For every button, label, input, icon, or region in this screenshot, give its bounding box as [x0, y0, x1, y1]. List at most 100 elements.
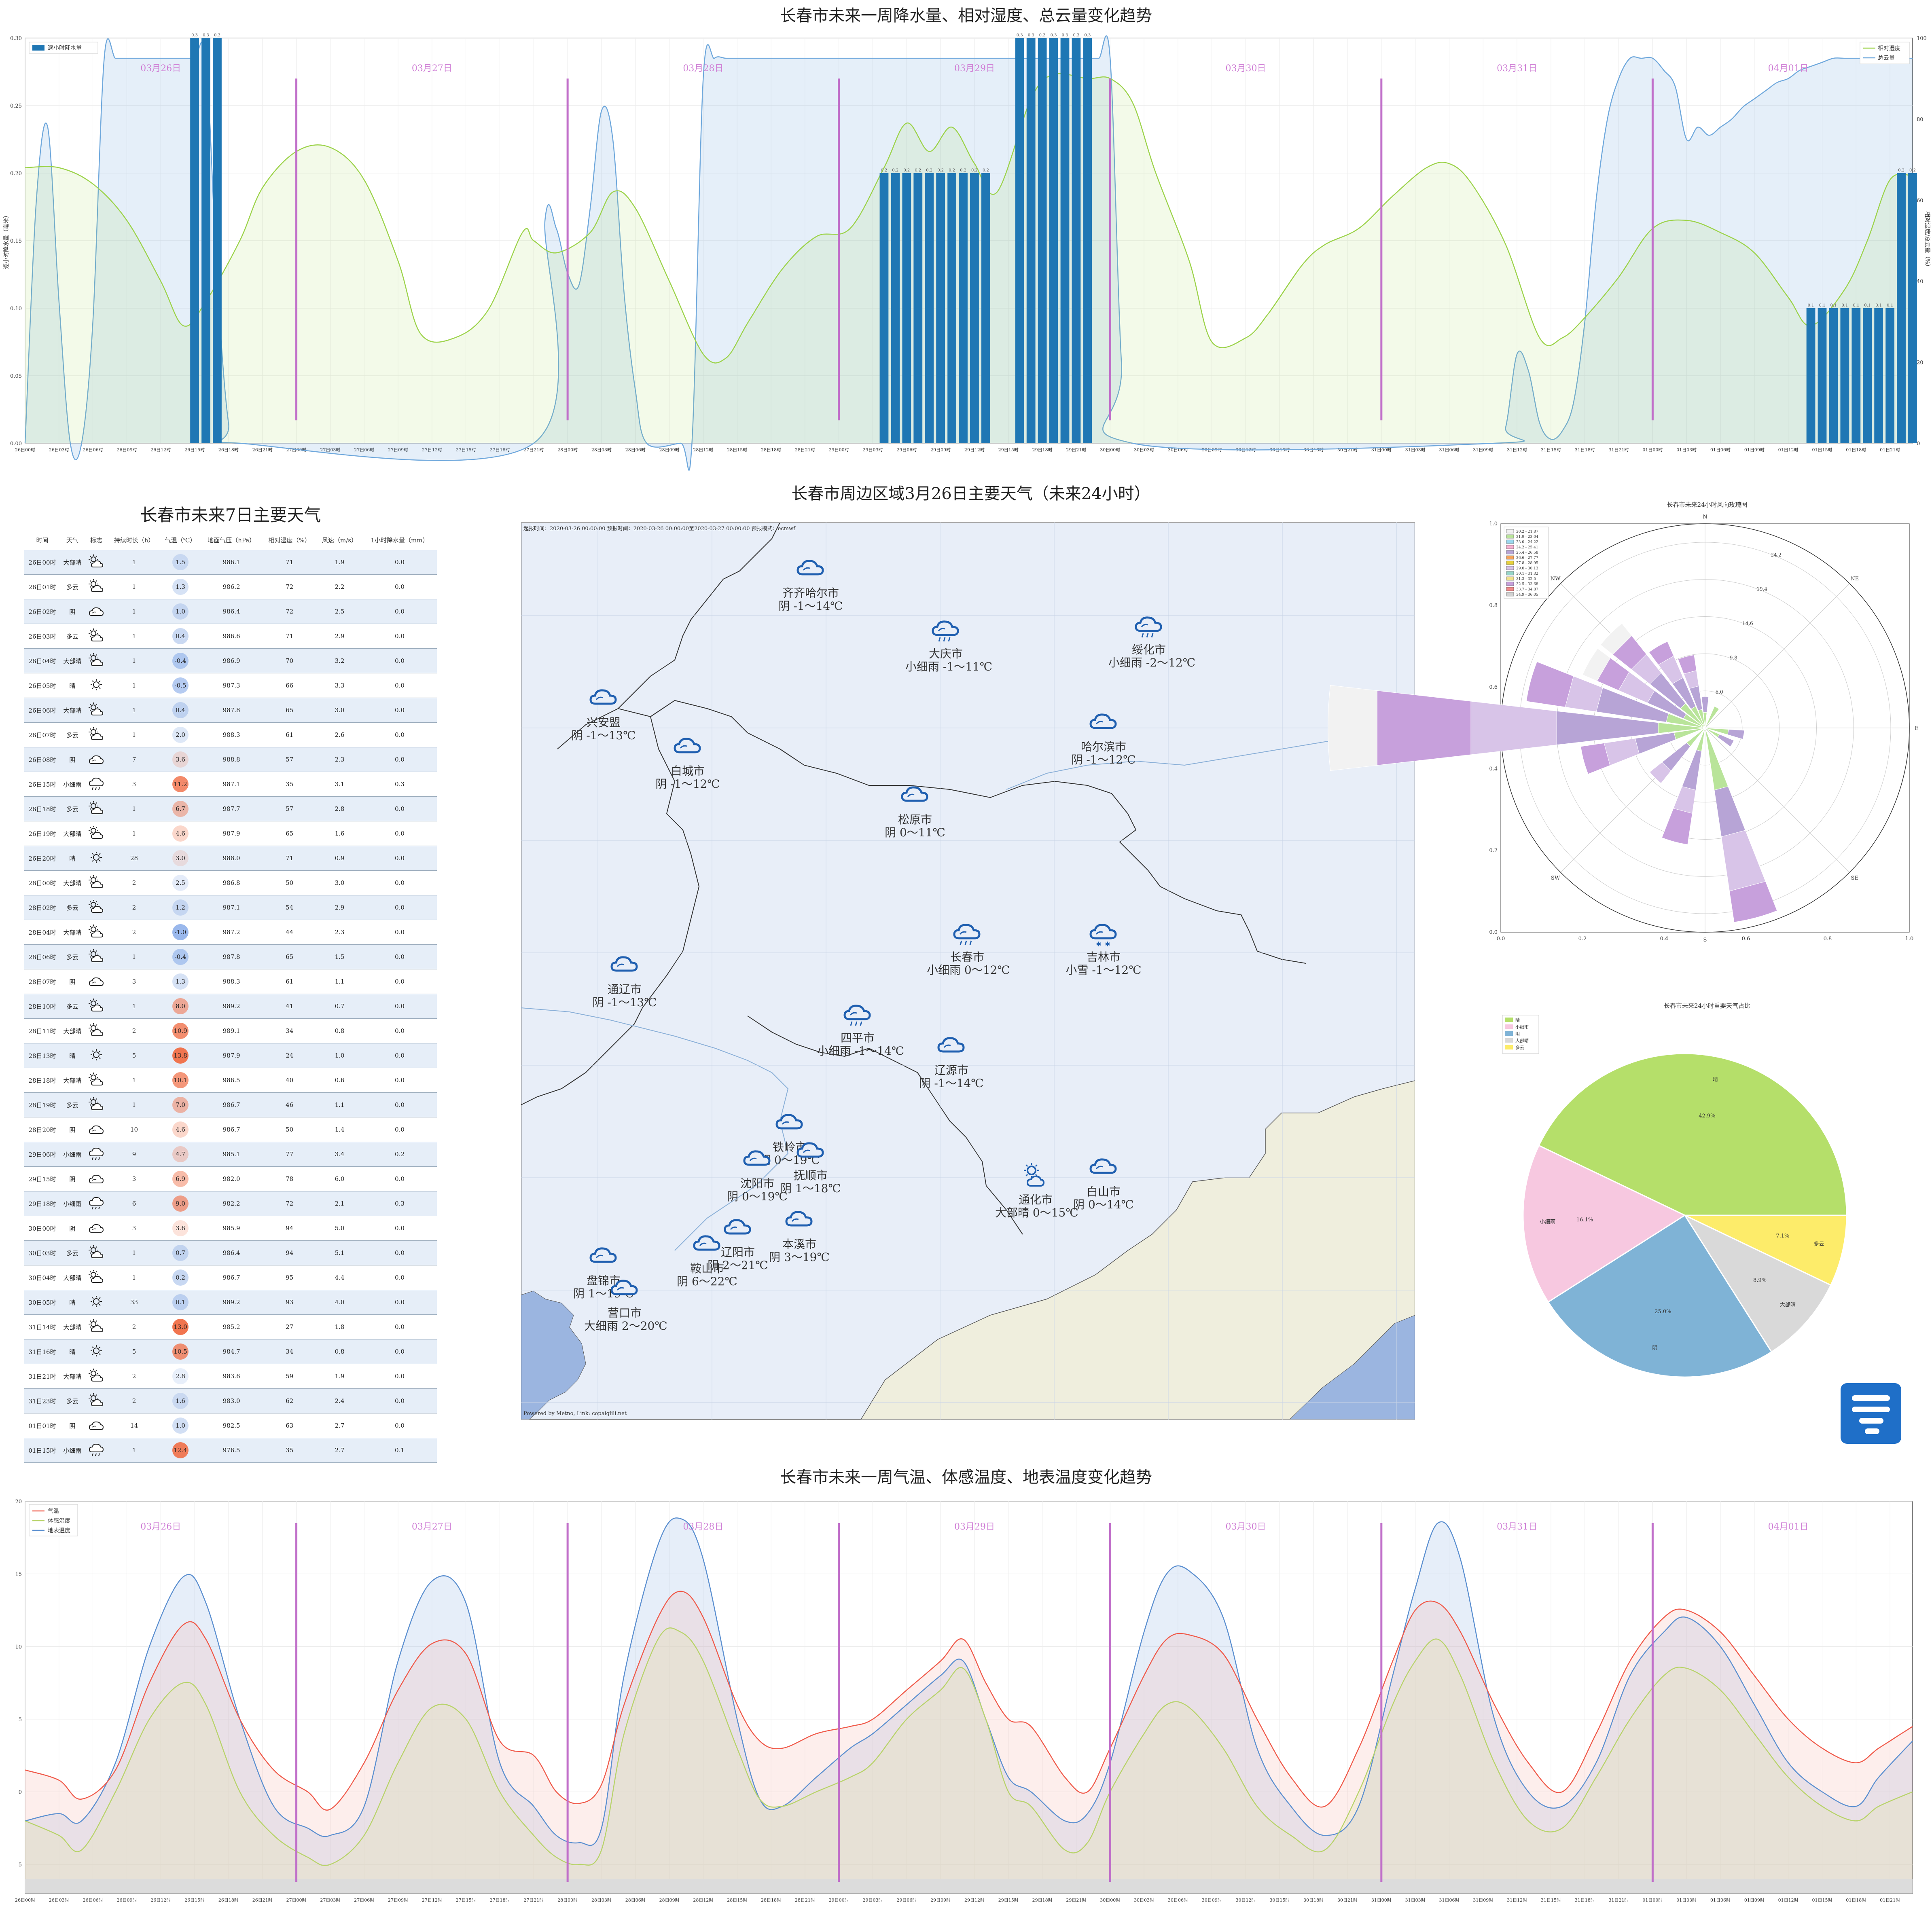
bottom-y-tick-label: 20 [15, 1499, 22, 1505]
pie-slice [1538, 1053, 1847, 1216]
table-cell: 30日00时 [24, 1216, 61, 1241]
legend-swatch [1505, 1018, 1513, 1022]
temperature-value: 1.3 [172, 579, 189, 595]
precip-bar-label: 0.3 [214, 33, 220, 38]
partly-cloudy-icon [84, 624, 108, 649]
bottom-x-tick-label: 28日00时 [557, 1898, 578, 1903]
temperature-value: 9.0 [172, 1195, 189, 1212]
precip-bar-label: 0.1 [1819, 303, 1826, 308]
table-cell: 0.0 [362, 920, 437, 945]
map-title: 长春市周边区域3月26日主要天气（未来24小时） [791, 485, 1150, 503]
table-cell: 28日19时 [24, 1092, 61, 1117]
bottom-x-tick-label: 27日15时 [456, 1898, 476, 1903]
table-cell: 2 [108, 870, 161, 895]
wind-rose-segment [1600, 623, 1632, 655]
bottom-y-tick-label: 10 [15, 1644, 22, 1650]
temperature-cell: 4.6 [160, 1117, 201, 1142]
temperature-cell: 0.7 [160, 1240, 201, 1265]
table-cell: 1.0 [317, 1043, 362, 1068]
wind-rose-segment [1649, 762, 1671, 784]
bottom-chart-title: 长春市未来一周气温、体感温度、地表温度变化趋势 [780, 1468, 1152, 1487]
bottom-x-tick-label: 29日12时 [964, 1898, 985, 1903]
map-city-name: 兴安盟 [586, 716, 621, 729]
table-row: 28日06时 多云 1 -0.4 987.8 65 1.5 0.0 [24, 944, 437, 969]
legend-swatch [1505, 1024, 1513, 1029]
table-cell: 1 [108, 1068, 161, 1093]
top-x-tick-label: 30日03时 [1134, 447, 1154, 453]
legend-swatch [1505, 1031, 1513, 1036]
table-title: 长春市未来7日主要天气 [140, 505, 321, 525]
wind-radial-tick: 5.0 [1716, 689, 1723, 695]
temperature-value: 1.0 [172, 603, 189, 620]
temperature-value: 1.0 [172, 1418, 189, 1434]
wind-rose-title: 长春市未来24小时风向玫瑰图 [1667, 501, 1747, 508]
table-cell: 2.4 [317, 1388, 362, 1413]
table-header-cell: 天气 [66, 536, 78, 544]
map-city-marker: 大庆市 小细雨 -1～11℃ [905, 616, 992, 673]
map-city-marker: ✱ ✱ 吉林市 小雪 -1～12℃ [1063, 919, 1144, 977]
table-cell: 26日05时 [24, 673, 61, 698]
table-cell: 0.0 [362, 1018, 437, 1043]
table-cell: 65 [262, 698, 317, 723]
table-cell: 988.3 [200, 722, 263, 747]
sunny-icon [84, 846, 108, 871]
table-cell: 阴 [60, 599, 85, 624]
partly-cloudy-icon [84, 994, 108, 1019]
temperature-cell: 10.9 [160, 1018, 201, 1043]
pie-slice-percent: 42.9% [1699, 1113, 1715, 1119]
partly-cloudy-icon [84, 1018, 108, 1043]
table-cell: 多云 [60, 944, 85, 969]
table-header-cell: 气温（℃） [165, 536, 196, 544]
wind-rose-segment [1328, 685, 1377, 771]
humidity-line [25, 73, 1913, 364]
bottom-y-tick-label: -5 [17, 1862, 22, 1868]
pie-slice-label: 多云 [1814, 1241, 1824, 1247]
table-cell: 0.6 [317, 1068, 362, 1093]
bohai-sea [521, 1291, 586, 1420]
wind-frame-x-tick: 0.4 [1660, 936, 1669, 942]
map-footer-text: Powered by Metno, Link: copaiglili.net [523, 1411, 627, 1417]
top-x-tick-label: 29日00时 [829, 447, 849, 453]
table-cell: 晴 [60, 1043, 85, 1068]
temperature-cell: 1.2 [160, 895, 201, 920]
precip-bar-label: 0.2 [983, 168, 989, 173]
top-y-tick-label: 0.25 [10, 103, 22, 109]
table-cell: 985.2 [200, 1314, 263, 1339]
table-cell: 983.6 [200, 1364, 263, 1389]
table-cell: 0.8 [317, 1339, 362, 1364]
temperature-cell: 6.9 [160, 1166, 201, 1191]
table-row: 31日14时 大部晴 2 13.0 985.2 27 1.8 0.0 [24, 1314, 437, 1339]
temperature-value: 0.1 [172, 1294, 189, 1310]
table-cell: 0.9 [317, 846, 362, 871]
pie-slice-label: 晴 [1713, 1077, 1718, 1083]
map-city-marker: 齐齐哈尔市阴 -1～14℃ [770, 555, 851, 613]
temperature-value: 10.5 [172, 1344, 189, 1360]
table-cell: 24 [262, 1043, 317, 1068]
partly-cloudy-icon [84, 1388, 108, 1413]
table-cell: 0.0 [362, 1314, 437, 1339]
table-cell: 2.2 [317, 574, 362, 599]
table-cell: 大部晴 [60, 1314, 85, 1339]
sunny-icon [84, 1290, 108, 1315]
table-cell: 31日23时 [24, 1388, 61, 1413]
cloud-area-fill [25, 36, 1913, 470]
rain-cloud-icon [953, 924, 981, 945]
precip-bar [1908, 173, 1917, 443]
table-cell: 976.5 [200, 1438, 263, 1463]
table-cell: 989.2 [200, 994, 263, 1019]
table-cell: 多云 [60, 895, 85, 920]
precip-bar-label: 0.3 [1039, 33, 1046, 38]
table-cell: 1.8 [317, 1314, 362, 1339]
table-cell: 65 [262, 821, 317, 846]
table-cell: 4.4 [317, 1265, 362, 1290]
table-cell: 阴 [60, 1117, 85, 1142]
table-cell: 0.0 [362, 648, 437, 673]
wind-rose-segment [1705, 706, 1720, 728]
partly-cloudy-icon [84, 550, 108, 575]
precip-bar [1049, 38, 1058, 443]
table-cell: 95 [262, 1265, 317, 1290]
bottom-x-tick-label: 27日09时 [388, 1898, 408, 1903]
bottom-x-tick-label: 29日09时 [930, 1898, 951, 1903]
table-cell: 3 [108, 1166, 161, 1191]
table-cell: 988.0 [200, 846, 263, 871]
